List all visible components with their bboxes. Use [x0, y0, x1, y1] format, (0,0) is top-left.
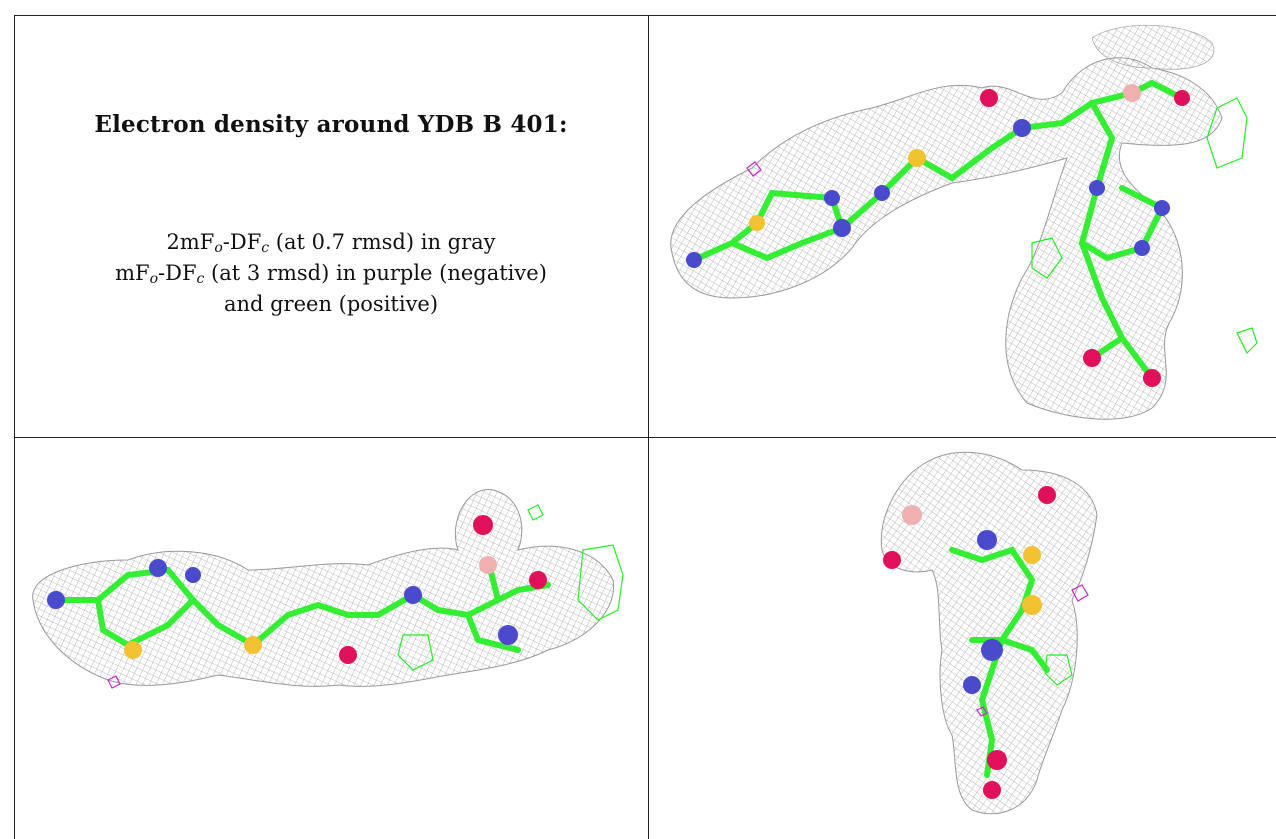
gray-density-mesh	[670, 24, 1223, 420]
table-border-left	[14, 15, 15, 839]
atoms	[686, 84, 1190, 387]
table-border-middle	[14, 437, 1276, 438]
negative-density	[107, 675, 121, 689]
gray-density-mesh	[880, 451, 1098, 815]
molecule-view-bottom-right	[880, 451, 1098, 815]
atoms	[883, 486, 1056, 799]
positive-density	[397, 504, 624, 671]
caption-cell: Electron density around YDB B 401: 2mFo-…	[14, 16, 648, 436]
legend-line-2: mFo-DFc (at 3 rmsd) in purple (negative)	[115, 261, 547, 287]
molecule-view-bottom-left	[32, 489, 624, 689]
gray-density-mesh	[32, 489, 615, 687]
negative-density	[746, 161, 762, 177]
table-border-top	[14, 15, 1276, 16]
bonds	[949, 546, 1050, 778]
molecule-view-top-right	[670, 24, 1258, 420]
table-border-center	[648, 15, 649, 839]
legend-line-1: 2mFo-DFc (at 0.7 rmsd) in gray	[166, 230, 496, 256]
positive-density	[1044, 654, 1073, 686]
figure-title: Electron density around YDB B 401:	[94, 111, 568, 138]
figure-legend: 2mFo-DFc (at 0.7 rmsd) in gray mFo-DFc (…	[14, 227, 648, 320]
atoms	[47, 515, 547, 664]
negative-density	[976, 584, 1089, 717]
legend-line-3: and green (positive)	[223, 292, 439, 316]
positive-density	[1031, 97, 1258, 355]
